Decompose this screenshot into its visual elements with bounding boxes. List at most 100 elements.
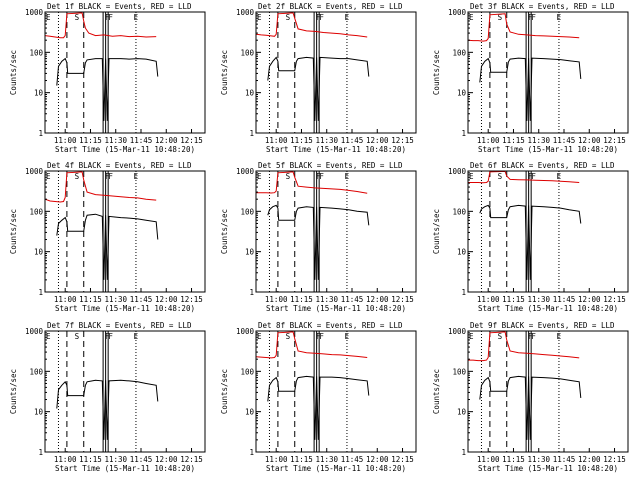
- x-tick-label: 11:00: [477, 455, 500, 464]
- x-tick-label: 11:00: [54, 295, 77, 304]
- event-marker-label: E: [46, 13, 51, 22]
- y-tick-label: 10: [34, 248, 44, 257]
- event-marker-label: E: [557, 172, 562, 181]
- x-tick-label: 11:15: [502, 295, 525, 304]
- x-tick-label: 12:00: [578, 136, 601, 145]
- panel-title: Det 5f BLACK = Events, RED = LLD: [258, 161, 403, 170]
- plot-frame: [255, 170, 417, 293]
- y-tick-label: 1000: [448, 167, 467, 176]
- event-marker-label: F: [319, 332, 324, 341]
- event-marker-label: F: [319, 13, 324, 22]
- plot-frame: [467, 11, 629, 134]
- lld-series-line: [44, 171, 157, 203]
- event-marker-label: E: [257, 172, 262, 181]
- y-tick-label: 1: [461, 448, 466, 457]
- x-tick-label: 11:15: [290, 295, 313, 304]
- x-tick-label: 11:00: [54, 455, 77, 464]
- event-marker-label: F: [528, 332, 533, 341]
- events-series-line: [267, 375, 370, 440]
- event-marker-label: F: [316, 332, 321, 341]
- event-marker-label: S: [498, 172, 503, 181]
- lld-series-line: [468, 170, 580, 184]
- x-tick-label: 11:00: [265, 136, 288, 145]
- events-series-line: [56, 57, 159, 121]
- panel-title: Det 3f BLACK = Events, RED = LLD: [470, 2, 615, 11]
- plot-frame: [44, 170, 206, 293]
- x-tick-label: 12:15: [180, 295, 203, 304]
- events-series-line: [56, 213, 159, 280]
- events-series-line: [479, 57, 582, 121]
- lld-series-line: [255, 12, 368, 38]
- y-tick-label: 1: [38, 288, 43, 297]
- event-marker-label: E: [469, 13, 474, 22]
- event-marker-label: F: [531, 172, 536, 181]
- x-axis-label: Start Time (15-Mar-11 10:48:20): [266, 145, 406, 154]
- event-marker-label: F: [316, 172, 321, 181]
- y-tick-label: 100: [240, 48, 254, 57]
- x-tick-label: 12:00: [155, 295, 178, 304]
- event-marker-label: S: [498, 332, 503, 341]
- event-marker-label: E: [257, 332, 262, 341]
- y-axis-label: Counts/sec: [432, 369, 441, 414]
- events-series-line: [56, 379, 159, 440]
- y-tick-label: 1: [461, 288, 466, 297]
- x-tick-label: 11:30: [104, 136, 127, 145]
- y-tick-label: 10: [34, 408, 44, 417]
- panel-title: Det 2f BLACK = Events, RED = LLD: [258, 2, 403, 11]
- x-tick-label: 11:00: [54, 136, 77, 145]
- event-marker-label: E: [469, 172, 474, 181]
- y-tick-label: 1000: [236, 8, 255, 17]
- x-axis-label: Start Time (15-Mar-11 10:48:20): [55, 304, 195, 313]
- x-tick-label: 11:45: [130, 295, 153, 304]
- y-tick-label: 100: [29, 207, 43, 216]
- y-tick-label: 1000: [25, 327, 44, 336]
- event-marker-label: S: [286, 172, 291, 181]
- event-marker-label: S: [75, 172, 80, 181]
- y-tick-label: 10: [457, 408, 467, 417]
- event-marker-label: F: [528, 13, 533, 22]
- panel-title: Det 6f BLACK = Events, RED = LLD: [470, 161, 615, 170]
- y-tick-label: 10: [457, 248, 467, 257]
- x-tick-label: 12:15: [391, 295, 414, 304]
- x-tick-label: 11:45: [130, 136, 153, 145]
- y-tick-label: 1000: [25, 167, 44, 176]
- x-tick-label: 11:15: [79, 295, 102, 304]
- event-marker-label: E: [46, 332, 51, 341]
- x-tick-label: 12:00: [155, 455, 178, 464]
- x-axis-label: Start Time (15-Mar-11 10:48:20): [478, 145, 618, 154]
- y-tick-label: 1000: [448, 8, 467, 17]
- event-marker-label: F: [531, 13, 536, 22]
- x-tick-label: 11:15: [290, 136, 313, 145]
- y-tick-label: 1: [38, 448, 43, 457]
- event-marker-label: F: [108, 13, 113, 22]
- event-marker-label: F: [528, 172, 533, 181]
- x-tick-label: 11:30: [315, 136, 338, 145]
- lld-series-line: [256, 171, 368, 194]
- y-axis-label: Counts/sec: [9, 369, 18, 414]
- x-tick-label: 11:45: [130, 455, 153, 464]
- panel-title: Det 9f BLACK = Events, RED = LLD: [470, 321, 615, 330]
- y-tick-label: 100: [452, 48, 466, 57]
- x-tick-label: 12:15: [391, 455, 414, 464]
- event-marker-label: F: [319, 172, 324, 181]
- event-marker-label: F: [316, 13, 321, 22]
- event-marker-label: E: [345, 13, 350, 22]
- event-marker-label: S: [286, 13, 291, 22]
- y-axis-label: Counts/sec: [220, 369, 229, 414]
- y-axis-label: Counts/sec: [220, 209, 229, 254]
- y-tick-label: 1: [249, 288, 254, 297]
- x-tick-label: 12:15: [391, 136, 414, 145]
- x-tick-label: 11:30: [527, 455, 550, 464]
- y-tick-label: 10: [245, 408, 255, 417]
- panel-title: Det 1f BLACK = Events, RED = LLD: [47, 2, 192, 11]
- x-tick-label: 11:15: [502, 136, 525, 145]
- y-axis-label: Counts/sec: [432, 209, 441, 254]
- event-marker-label: E: [557, 13, 562, 22]
- x-tick-label: 11:15: [290, 455, 313, 464]
